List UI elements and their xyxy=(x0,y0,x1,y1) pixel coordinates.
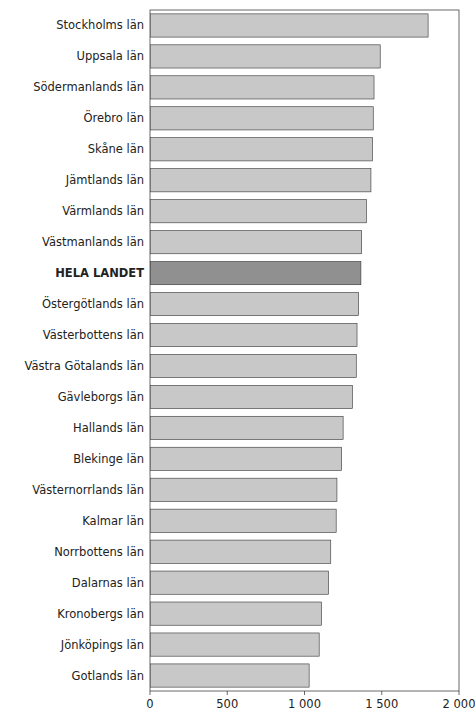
x-tick xyxy=(150,691,151,695)
category-label: Östergötlands län xyxy=(42,295,144,311)
category-label: Västra Götalands län xyxy=(25,359,144,373)
category-label: Örebro län xyxy=(83,109,144,125)
bar xyxy=(150,138,372,161)
category-label: Gotlands län xyxy=(72,669,144,683)
bar xyxy=(150,478,337,501)
category-label: Norrbottens län xyxy=(54,545,144,559)
bar xyxy=(150,416,343,439)
category-label: Gävleborgs län xyxy=(58,390,144,404)
x-tick xyxy=(459,691,460,695)
x-tick xyxy=(381,691,382,695)
x-tick-label: 500 xyxy=(216,697,238,711)
x-tick-label: 2 000 xyxy=(443,697,475,711)
chart-container: Stockholms län Uppsala län Södermanlands l… xyxy=(0,0,475,727)
bar xyxy=(150,45,380,68)
bar xyxy=(150,447,342,470)
category-label: Västmanlands län xyxy=(42,235,144,249)
category-label: Västerbottens län xyxy=(43,328,144,342)
bar xyxy=(150,262,361,285)
bar xyxy=(150,602,321,625)
x-tick-label: 1 000 xyxy=(288,697,321,711)
bars xyxy=(150,14,428,687)
bar xyxy=(150,231,362,254)
bar xyxy=(150,169,371,192)
x-tick xyxy=(227,691,228,695)
bar xyxy=(150,76,374,99)
chart-svg: Stockholms län Uppsala län Södermanlands l… xyxy=(0,0,475,727)
x-axis: 0 500 1 000 1 500 2 000 xyxy=(146,691,475,711)
category-label: Kalmar län xyxy=(82,514,144,528)
category-label: Södermanlands län xyxy=(33,80,144,94)
category-label: Värmlands län xyxy=(62,204,144,218)
bar xyxy=(150,200,366,223)
bar xyxy=(150,571,328,594)
category-label: Uppsala län xyxy=(77,49,144,63)
category-label: Stockholms län xyxy=(56,18,144,32)
bar xyxy=(150,354,356,377)
category-label: Kronobergs län xyxy=(57,607,144,621)
category-label: Jämtlands län xyxy=(65,173,144,187)
category-label: Dalarnas län xyxy=(72,576,144,590)
y-axis: Stockholms län Uppsala län Södermanlands l… xyxy=(25,18,145,682)
x-tick-label: 1 500 xyxy=(365,697,398,711)
category-label: Hallands län xyxy=(73,421,144,435)
bar xyxy=(150,292,359,315)
bar xyxy=(150,540,331,563)
category-label: Skåne län xyxy=(88,142,144,156)
x-tick-label: 0 xyxy=(146,697,153,711)
category-label: HELA LANDET xyxy=(55,266,144,280)
bar xyxy=(150,107,373,130)
plot-frame xyxy=(150,10,459,691)
bar xyxy=(150,633,319,656)
bar xyxy=(150,385,352,408)
x-tick xyxy=(304,691,305,695)
bar xyxy=(150,323,357,346)
bar xyxy=(150,509,336,532)
bar xyxy=(150,14,428,37)
category-label: Jönköpings län xyxy=(60,638,144,652)
category-label: Västernorrlands län xyxy=(32,483,144,497)
category-label: Blekinge län xyxy=(73,452,144,466)
bar xyxy=(150,664,309,687)
